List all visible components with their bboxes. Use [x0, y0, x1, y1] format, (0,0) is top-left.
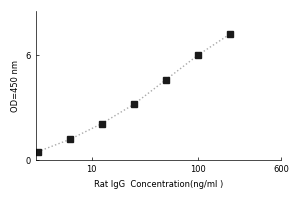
X-axis label: Rat IgG  Concentration(ng/ml ): Rat IgG Concentration(ng/ml ) [94, 180, 223, 189]
Y-axis label: OD=450 nm: OD=450 nm [11, 60, 20, 112]
